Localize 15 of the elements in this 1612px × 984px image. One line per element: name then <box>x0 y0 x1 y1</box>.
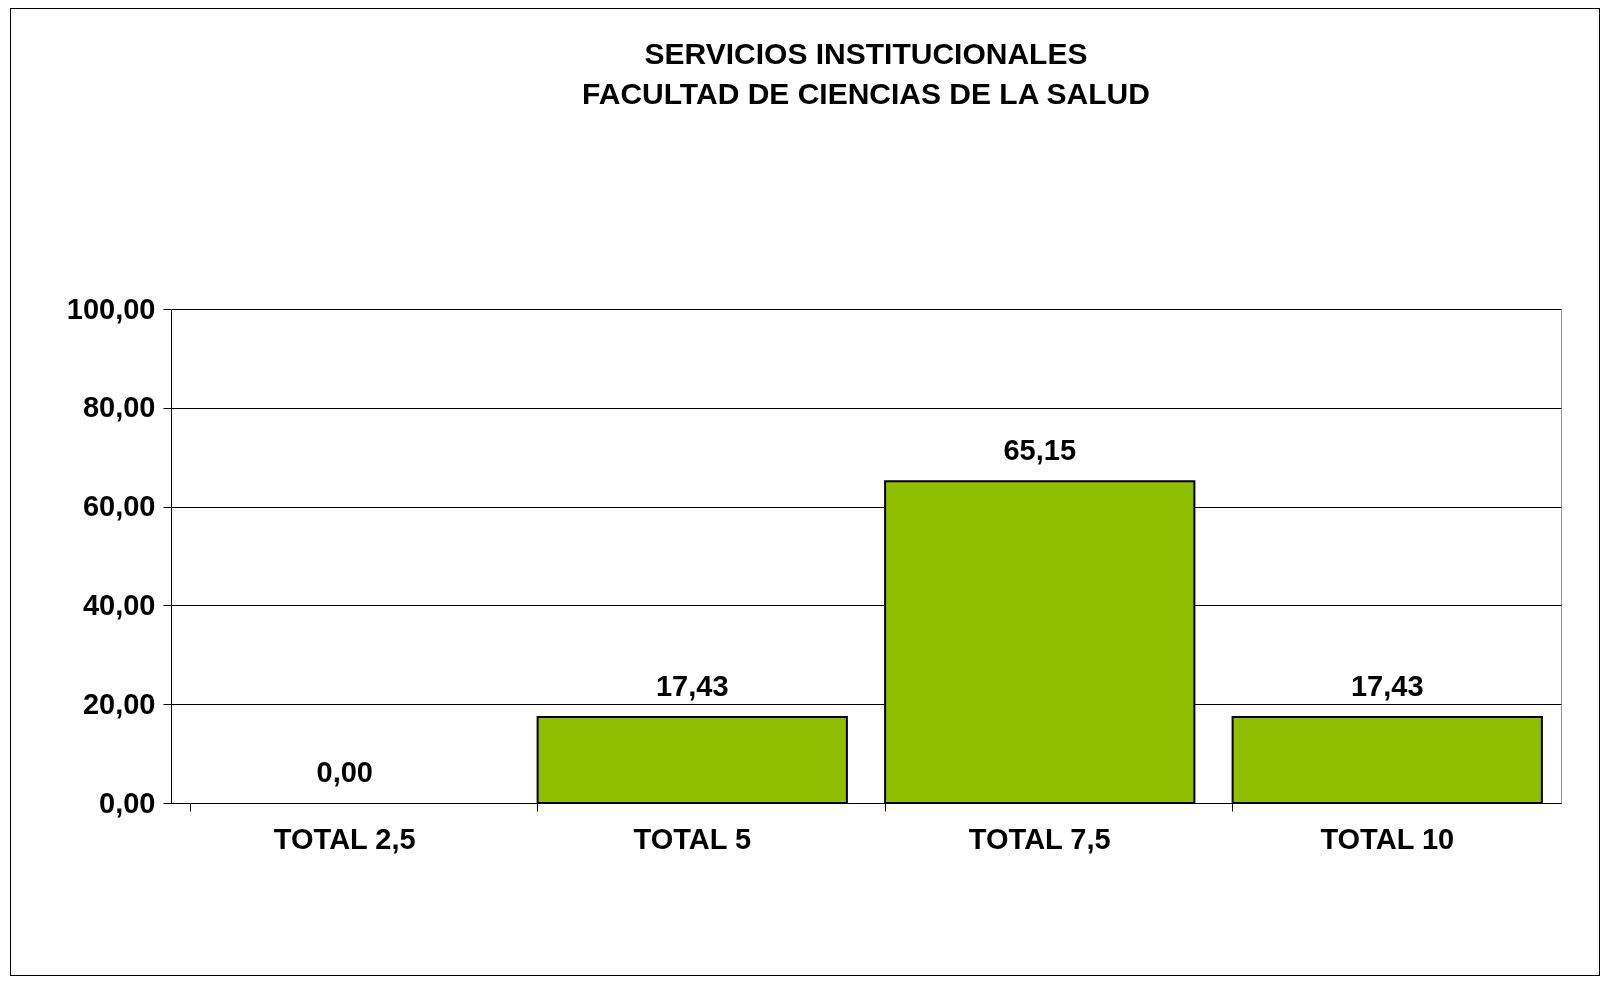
data-label: 17,43 <box>1350 669 1424 702</box>
data-label: 17,43 <box>655 669 729 702</box>
data-label: 65,15 <box>1003 434 1077 467</box>
x-tick-label: TOTAL 5 <box>633 822 752 855</box>
chart-title: SERVICIOS INSTITUCIONALES FACULTAD DE CIENCIAS DE LA SALUD <box>582 37 1150 110</box>
y-tick-label: 40,00 <box>82 588 156 621</box>
x-tick-label: TOTAL 2,5 <box>273 822 416 855</box>
y-tick-label: 60,00 <box>82 490 156 523</box>
y-tick-label: 100,00 <box>66 292 156 325</box>
y-tick-label: 20,00 <box>82 687 156 720</box>
data-label: 0,00 <box>316 756 373 788</box>
y-tick-label: 0,00 <box>99 786 156 819</box>
x-tick-label: TOTAL 10 <box>1320 822 1455 855</box>
x-tick-label: TOTAL 7,5 <box>968 822 1111 855</box>
y-tick-label: 80,00 <box>82 391 156 424</box>
